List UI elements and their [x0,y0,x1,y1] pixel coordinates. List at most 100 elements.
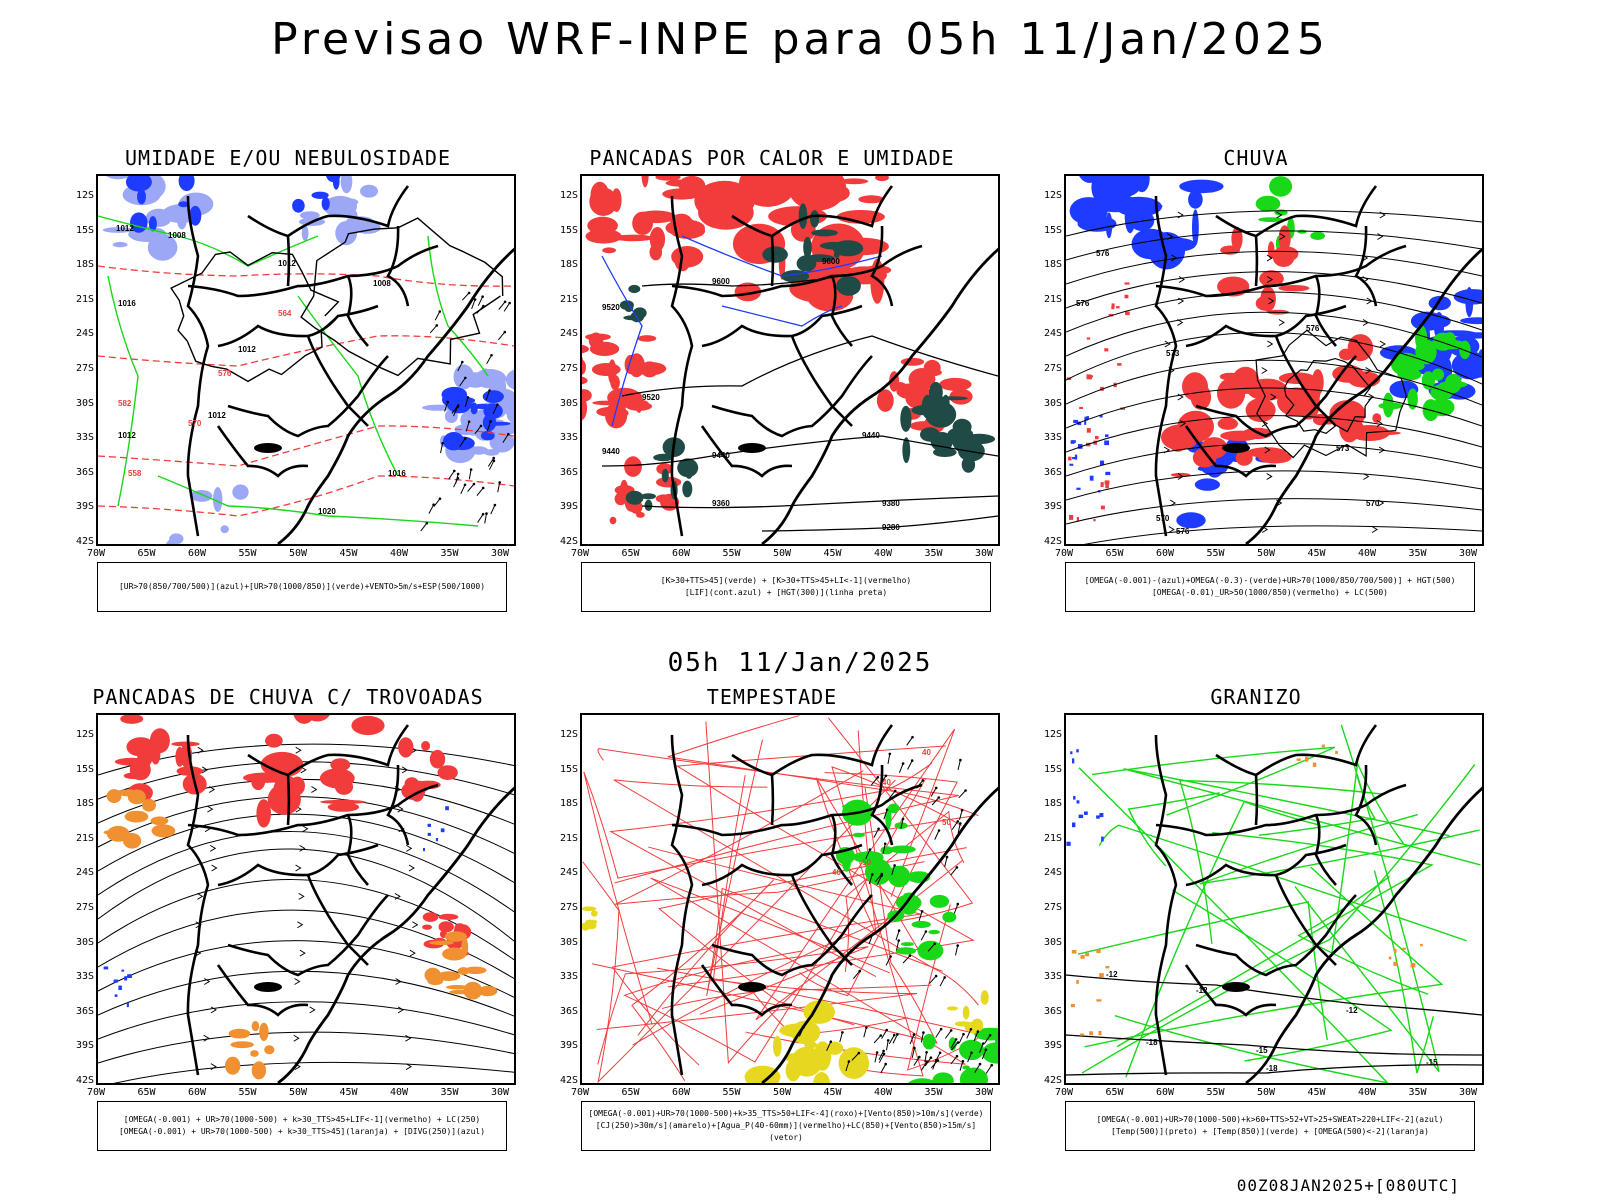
storm-red [609,516,617,525]
streamline-arrow [1376,420,1383,427]
wind-850-green [852,832,865,838]
lagoon [738,982,766,992]
storm-red [351,715,385,736]
wind-vector-head [893,789,897,793]
wind-vector [460,484,466,495]
orange-cells [124,810,149,823]
orange-cells [429,940,454,945]
precipitable-water-contour [632,717,974,1046]
wind-vector-head [841,1031,844,1034]
wind-850-green [982,1042,998,1064]
longitude-tick: 60W [1155,548,1175,559]
orange-cells [259,1022,269,1042]
wind-vector [871,776,879,786]
wind-vector [476,487,484,497]
omega-speck [1089,475,1094,481]
storm-red [129,759,151,781]
streamline-arrow [1177,297,1185,305]
coastline [277,786,514,1083]
wind-vector-head [481,295,484,298]
streamline [1066,250,1482,285]
humidity-shade [191,490,213,502]
omega-speck [1084,416,1088,421]
streamline [1066,230,1482,261]
wind-vector-head [435,324,439,327]
legend-line: [OMEGA(-0.001)+UR>70(1000-500)+k>60+TTS>… [1096,1115,1444,1124]
streamline-arrow [203,1034,210,1042]
country-border [670,734,694,1076]
rain-speck [1105,483,1109,489]
wind-vector [957,823,961,834]
omega-speck [1105,471,1111,476]
wind-vector-head [893,864,896,867]
precipitable-water-contour [631,879,775,1081]
panel-title: UMIDADE E/OU NEBULOSIDADE [124,146,452,170]
latitude-tick: 15S [75,763,94,775]
contour-label: 1020 [318,507,336,516]
wind-vector-head [938,1051,942,1055]
orange-cells [463,981,483,1000]
streamline-arrow [295,864,302,872]
wind-vector [931,797,940,806]
wind-vector-head [438,310,442,313]
humidity-shade [473,369,507,389]
legend-line: [OMEGA(-0.001) + UR>70(1000-500) + k>30_… [123,1115,481,1124]
streamline-arrow [1278,319,1285,326]
orange-cells [251,1061,267,1080]
latitude-tick: 18S [75,259,94,271]
wind-vector [471,299,476,310]
wind-vector [967,1052,972,1063]
instability-green [836,276,861,296]
omega-speck [1099,415,1103,418]
contour-label: 40 [922,748,931,757]
country-border [790,874,853,966]
wind-vector-head [882,1049,885,1053]
orange-cells [264,1045,275,1055]
longitude-tick: 55W [1206,548,1225,559]
storm-red [613,234,654,242]
longitude-tick: 35W [440,1087,459,1098]
storm-red [582,344,589,354]
storm-red [694,180,755,221]
storm-red [893,382,907,390]
wind-vector-head [892,1033,896,1037]
longitude-tick: 35W [1408,548,1427,559]
contour-label: -12 [1346,1006,1358,1015]
country-border [1154,195,1178,537]
latitude-tick: 21S [75,832,94,844]
orange-cells [457,967,470,975]
streamline-arrow [1266,254,1273,262]
storm-red [655,176,681,181]
omega-speck [1100,460,1105,466]
country-border [700,425,793,478]
streamline [98,940,514,998]
omega-blue [1451,351,1482,380]
wind-vector [918,911,923,921]
streamline-arrow [395,978,402,985]
legend-line: [LIF](cont.azul) + [HGT(300)](linha pret… [684,588,888,597]
jet-yellow [590,910,598,917]
orange-cells [424,967,441,983]
wind-vector-head [984,1048,988,1052]
wind-vector [939,977,946,987]
wind-vector-head [880,874,883,877]
storm-red [876,389,894,412]
storm-red [649,244,663,261]
omega500-orange [1096,949,1101,954]
instability-green [900,405,912,432]
omega500-orange [1085,952,1090,957]
wind-vector [944,1030,952,1039]
map-granizo: -12 -12 -12 -15 -15 -18 -18 [1064,713,1484,1085]
wind-vector-head [829,1040,833,1043]
wind-vector-head [883,842,887,846]
omega-speck [1076,487,1081,490]
wind-vector-head [464,376,467,380]
rain-speck [1124,282,1130,285]
rain-speck [1111,305,1115,310]
country-border [700,964,793,1017]
panel-title: TEMPESTADE [706,685,838,709]
rain-speck [1093,519,1096,522]
humidity-core [178,201,190,208]
wind-vector [888,1034,895,1045]
isobar [300,217,504,377]
